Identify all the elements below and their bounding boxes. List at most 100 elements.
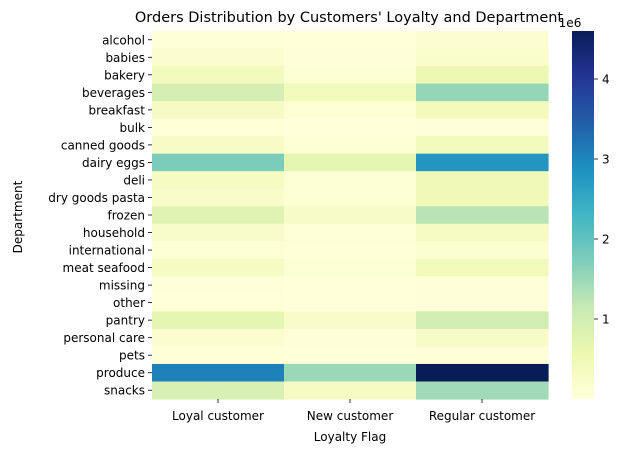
heatmap-cell xyxy=(284,188,417,207)
heatmap-cell xyxy=(416,223,549,242)
heatmap-cell xyxy=(152,101,285,120)
heatmap-cell xyxy=(284,136,417,155)
heatmap-cell xyxy=(284,328,417,348)
heatmap-cell xyxy=(416,101,549,120)
heatmap-cell xyxy=(416,83,549,102)
heatmap-cell xyxy=(152,241,285,260)
y-tick-label: dairy eggs xyxy=(82,156,145,170)
y-tick-label: bakery xyxy=(104,68,145,82)
y-tick-labels: alcohol babies bakery beverages breakfast bul… xyxy=(48,33,152,398)
heatmap-cell xyxy=(152,31,285,50)
heatmap-cell xyxy=(284,241,417,260)
colorbar-ticks: 1 2 3 4 xyxy=(594,73,610,327)
heatmap-cell xyxy=(416,328,549,348)
heatmap-cell xyxy=(416,311,549,330)
y-axis-label: Department xyxy=(11,180,25,253)
x-tick-label: Loyal customer xyxy=(172,409,264,423)
heatmap-cell xyxy=(152,311,285,330)
heatmap-cell xyxy=(152,293,285,312)
colorbar-tick-label: 2 xyxy=(602,233,610,247)
heatmap-cell xyxy=(416,136,549,155)
y-tick-label: personal care xyxy=(63,331,145,345)
heatmap-cell xyxy=(416,66,549,85)
heatmap-cell xyxy=(416,381,549,400)
colorbar-tick-label: 4 xyxy=(602,73,610,87)
y-tick-label: produce xyxy=(96,366,145,380)
y-tick-label: snacks xyxy=(104,384,145,398)
heatmap-cell xyxy=(152,136,285,155)
y-tick-label: dry goods pasta xyxy=(48,191,145,205)
heatmap-cell xyxy=(152,83,285,102)
heatmap-cell xyxy=(152,206,285,225)
heatmap-cell xyxy=(152,223,285,242)
colorbar-tick-label: 3 xyxy=(602,153,610,167)
heatmap-cell xyxy=(152,276,285,295)
heatmap-cell xyxy=(152,363,285,383)
heatmap-cell xyxy=(152,48,285,67)
y-tick-label: frozen xyxy=(107,209,145,223)
colorbar-tick-label: 1 xyxy=(602,313,610,327)
y-tick-label: household xyxy=(83,226,145,240)
heatmap-cell xyxy=(152,346,285,365)
heatmap-cell xyxy=(152,258,285,277)
heatmap-cell xyxy=(152,118,285,137)
y-tick-label: meat seafood xyxy=(63,261,145,275)
heatmap-cell xyxy=(416,241,549,260)
heatmap-cell xyxy=(416,293,549,312)
heatmap-cell xyxy=(284,66,417,85)
x-tick-labels: Loyal customer New customer Regular custom… xyxy=(172,399,535,423)
heatmap-cell xyxy=(284,153,417,172)
y-tick-label: pets xyxy=(119,349,145,363)
y-tick-label: deli xyxy=(123,173,145,187)
heatmap-cell xyxy=(416,363,549,383)
heatmap-cell xyxy=(416,48,549,67)
heatmap-cell xyxy=(152,328,285,348)
heatmap-cell xyxy=(284,276,417,295)
heatmap-cell xyxy=(284,363,417,383)
heatmap-cell xyxy=(284,31,417,50)
x-tick-label: Regular customer xyxy=(429,409,535,423)
heatmap-cell xyxy=(284,311,417,330)
heatmap-cell xyxy=(152,153,285,172)
heatmap-cell xyxy=(416,31,549,50)
heatmap-cell xyxy=(416,153,549,172)
heatmap-cell xyxy=(284,346,417,365)
heatmap-cell xyxy=(284,83,417,102)
heatmap-cell xyxy=(152,381,285,400)
heatmap-cell xyxy=(152,171,285,190)
heatmap-cell xyxy=(284,293,417,312)
heatmap-cell xyxy=(284,171,417,190)
colorbar xyxy=(572,31,594,399)
heatmap-cell xyxy=(416,188,549,207)
y-tick-label: alcohol xyxy=(102,33,145,47)
heatmap-cell xyxy=(152,66,285,85)
y-tick-label: bulk xyxy=(119,121,145,135)
chart-title: Orders Distribution by Customers' Loyalt… xyxy=(135,10,564,26)
heatmap-cell xyxy=(284,381,417,400)
heatmap-cell xyxy=(284,223,417,242)
heatmap-cell xyxy=(284,101,417,120)
y-tick-label: international xyxy=(69,244,145,258)
heatmap-cell xyxy=(284,258,417,277)
x-tick-label: New customer xyxy=(307,409,394,423)
heatmap-cell xyxy=(416,258,549,277)
heatmap-cell xyxy=(416,276,549,295)
y-tick-label: missing xyxy=(99,279,145,293)
y-tick-label: pantry xyxy=(106,314,145,328)
heatmap-cell xyxy=(152,188,285,207)
heatmap-cell xyxy=(284,206,417,225)
colorbar-offset-label: 1e6 xyxy=(559,16,582,30)
y-tick-label: breakfast xyxy=(88,103,145,117)
y-tick-label: other xyxy=(113,296,145,310)
heatmap-cell xyxy=(416,206,549,225)
x-axis-label: Loyalty Flag xyxy=(314,430,386,444)
y-tick-label: babies xyxy=(105,51,145,65)
y-tick-label: canned goods xyxy=(61,138,145,152)
heatmap-cells xyxy=(152,31,549,400)
heatmap-cell xyxy=(284,118,417,137)
y-tick-label: beverages xyxy=(82,86,145,100)
heatmap-cell xyxy=(284,48,417,67)
heatmap-cell xyxy=(416,171,549,190)
heatmap-cell xyxy=(416,118,549,137)
